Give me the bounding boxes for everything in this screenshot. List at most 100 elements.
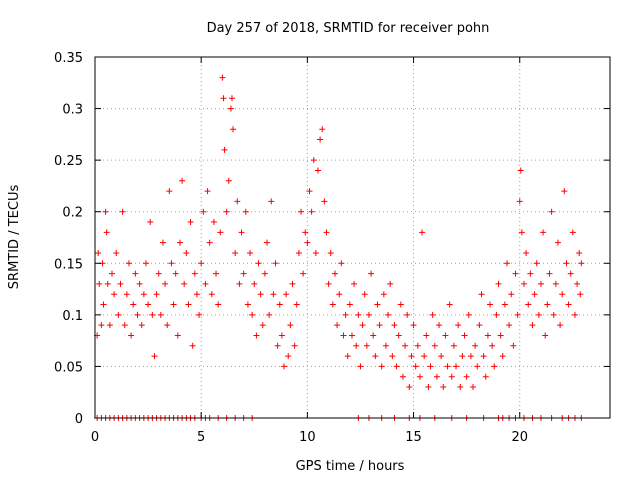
data-point: [189, 342, 196, 349]
x-tick-label: 0: [91, 430, 99, 445]
data-point: [298, 208, 304, 215]
data-point: [567, 270, 574, 277]
data-point: [251, 280, 258, 287]
data-point: [321, 198, 328, 205]
data-point: [130, 301, 137, 308]
data-point: [467, 353, 474, 360]
data-point: [108, 270, 115, 277]
data-point: [331, 270, 338, 277]
data-point: [525, 301, 532, 308]
data-point: [565, 301, 572, 308]
data-point: [472, 342, 479, 349]
data-point: [493, 311, 500, 318]
data-point: [232, 249, 239, 256]
data-point: [438, 353, 445, 360]
data-point: [506, 322, 513, 329]
y-tick-label: 0.05: [54, 360, 83, 375]
data-point: [145, 301, 152, 308]
data-point: [387, 280, 394, 287]
data-point: [310, 157, 317, 164]
data-point: [123, 291, 130, 298]
y-axis-label: SRMTID / TECUs: [7, 185, 22, 290]
data-point: [323, 229, 330, 236]
data-point: [446, 301, 453, 308]
data-point: [537, 280, 544, 287]
data-point: [531, 291, 538, 298]
data-point: [103, 229, 110, 236]
data-point: [228, 95, 235, 102]
data-point: [336, 291, 343, 298]
data-point: [121, 322, 128, 329]
y-tick-label: 0.25: [54, 154, 83, 169]
data-point: [559, 291, 566, 298]
data-point: [554, 239, 561, 246]
data-point: [166, 188, 173, 195]
data-point: [196, 311, 203, 318]
data-point: [359, 322, 366, 329]
data-point: [533, 260, 540, 267]
data-point: [465, 311, 472, 318]
x-tick-label: 20: [511, 430, 528, 445]
data-point: [514, 311, 521, 318]
data-point: [423, 332, 430, 339]
data-point: [187, 219, 194, 226]
data-point: [361, 291, 368, 298]
data-point: [510, 342, 517, 349]
data-point: [578, 260, 585, 267]
data-point: [293, 301, 300, 308]
data-point: [448, 373, 455, 380]
data-point: [220, 95, 227, 102]
data-point: [206, 239, 213, 246]
data-point: [357, 363, 364, 370]
data-point: [159, 239, 166, 246]
data-point: [308, 208, 315, 215]
data-point: [395, 332, 402, 339]
data-point: [544, 301, 551, 308]
data-point: [268, 198, 275, 205]
data-point: [115, 311, 122, 318]
data-point: [427, 363, 434, 370]
data-point: [455, 322, 462, 329]
data-point: [172, 270, 179, 277]
y-tick-label: 0.15: [54, 257, 83, 272]
data-point: [102, 208, 109, 215]
data-point: [351, 280, 358, 287]
data-point: [385, 311, 392, 318]
data-point: [523, 249, 530, 256]
data-point: [342, 311, 349, 318]
data-point: [397, 301, 404, 308]
data-point: [457, 384, 464, 391]
data-point: [191, 270, 198, 277]
data-point: [529, 322, 536, 329]
data-point: [287, 322, 294, 329]
data-point: [499, 353, 506, 360]
x-tick-labels: 0 5 10 15 20: [91, 430, 528, 445]
data-point: [312, 249, 319, 256]
data-point: [319, 126, 326, 133]
data-point: [459, 353, 466, 360]
data-point: [204, 188, 211, 195]
data-point: [202, 280, 209, 287]
data-point: [104, 280, 111, 287]
data-points: [94, 74, 585, 421]
data-point: [410, 322, 417, 329]
data-point: [128, 332, 135, 339]
data-point: [474, 363, 481, 370]
data-point: [389, 353, 396, 360]
chart-title: Day 257 of 2018, SRMTID for receiver poh…: [207, 21, 490, 36]
x-tick-label: 15: [405, 430, 422, 445]
data-point: [274, 342, 281, 349]
data-point: [487, 301, 494, 308]
data-point: [399, 373, 406, 380]
data-point: [176, 239, 183, 246]
data-point: [219, 74, 226, 81]
data-point: [517, 167, 524, 174]
data-point: [300, 270, 307, 277]
data-point: [344, 353, 351, 360]
data-point: [174, 332, 181, 339]
data-point: [198, 260, 205, 267]
data-point: [453, 363, 460, 370]
data-point: [571, 311, 578, 318]
data-point: [370, 332, 377, 339]
